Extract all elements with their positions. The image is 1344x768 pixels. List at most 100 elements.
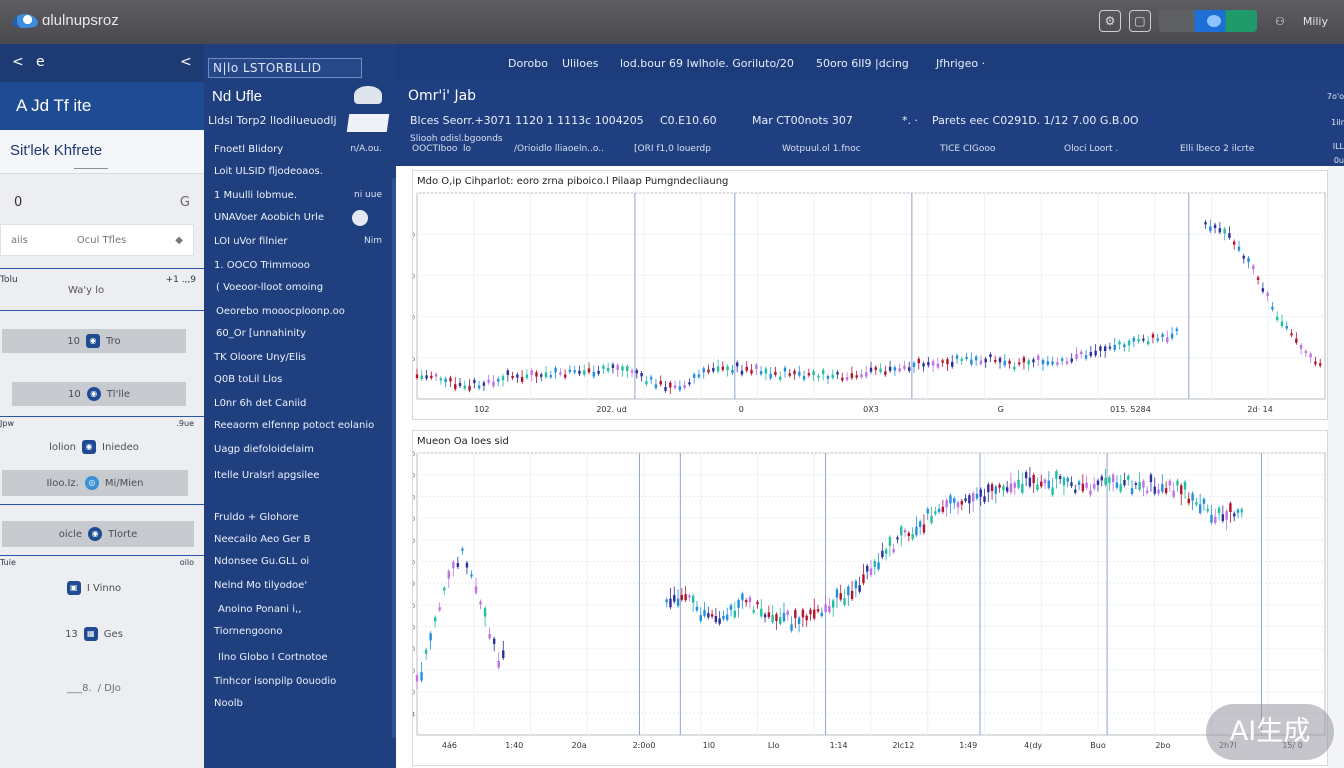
left-title: A Jd Tf ite	[0, 82, 204, 130]
tree-item[interactable]: Iloo.Iz. ◎ Mi/Mien	[2, 470, 188, 496]
candle-body	[752, 610, 755, 613]
toggle-icon[interactable]	[352, 210, 368, 226]
candle-body	[452, 561, 455, 569]
card-icon[interactable]	[346, 114, 390, 132]
candle-body	[573, 370, 576, 373]
tree-item[interactable]: oicle ◉ Tlorte	[2, 521, 194, 547]
menu-item[interactable]: Neecailo Aeo Ger B	[214, 534, 311, 545]
menu-item[interactable]: ( Voeoor-lloot omoing	[216, 282, 324, 293]
candle-body	[1134, 483, 1138, 486]
refresh-icon[interactable]: G	[179, 194, 190, 210]
menu-item[interactable]: UNAVoer Aoobich Urle	[214, 212, 325, 223]
menu-scrollbar[interactable]	[392, 178, 396, 738]
menu-item[interactable]: Q0B toLil Llos	[214, 374, 283, 385]
menu-item[interactable]: TK Oloore Uny/Elis	[214, 352, 306, 363]
tree-item[interactable]: 13 ▦ Ges	[2, 622, 186, 646]
candle-body	[839, 593, 842, 600]
tree-item[interactable]: ___8. / DJo	[2, 676, 186, 700]
tree-item[interactable]: 10 ◉ Tl'lle	[12, 382, 186, 406]
candle-body	[998, 358, 1002, 363]
bottom-chart-panel: Mueon Oa Ioes sid ·0a0 ·4000 9020 t0n0 2000 F…	[412, 430, 1328, 766]
candle-body	[1223, 228, 1226, 234]
y-tick-label: ·I0	[413, 315, 415, 322]
header-tab[interactable]: lod.bour 69 Iwlhole. Goriluto/20	[620, 57, 794, 70]
zero-control[interactable]: 0	[14, 194, 23, 210]
menu-item[interactable]: Loit ULSID fljodeoaos.	[214, 166, 323, 177]
menu-item[interactable]: Itelle Uralsrl apgsilee	[214, 470, 320, 481]
candle-body	[1065, 361, 1069, 364]
menu-item[interactable]: Fruldo + Glohore	[214, 512, 299, 523]
candle-body	[1032, 359, 1035, 363]
menu-item[interactable]: 1. OOCO Trimmooo	[214, 260, 310, 271]
candle-body	[862, 574, 865, 584]
menu-item[interactable]: Ndonsee Gu.GLL oi	[214, 556, 310, 567]
user-name[interactable]: Miliy	[1302, 14, 1328, 28]
candle-body	[1028, 477, 1032, 487]
candle-body	[960, 358, 963, 361]
candle-body	[1017, 362, 1021, 365]
menu-item[interactable]: Noolb	[214, 698, 243, 709]
menu-item[interactable]: Oeorebo mooocploonp.oo	[216, 306, 345, 317]
tree-item[interactable]: 10 ◉ Tro	[2, 329, 186, 353]
cloud-icon[interactable]	[354, 86, 382, 104]
menu-item[interactable]: LOI uVor filnier	[214, 236, 288, 247]
tree-item[interactable]: lolion ◉ Iniedeo	[2, 435, 186, 459]
logo-icon	[12, 13, 38, 28]
menu-item[interactable]: Tinhcor isonpilp 0ouodio	[214, 676, 337, 687]
candle-body	[563, 374, 567, 378]
menu-item[interactable]: Nelnd Mo tilyodoe'	[214, 580, 308, 591]
app-logo[interactable]: ɑlulnupsroz	[12, 12, 119, 29]
candle-body	[714, 616, 718, 622]
menu-item[interactable]: Tiornengoono	[214, 626, 283, 637]
candle-body	[444, 378, 447, 382]
candle-body	[873, 561, 876, 567]
menu-item[interactable]: L0nr 6h det Caniid	[214, 398, 307, 409]
candle-body	[703, 610, 706, 616]
search-icon[interactable]: ◆	[175, 234, 183, 246]
collapse-button[interactable]: <	[180, 54, 192, 70]
settings-icon[interactable]: ⚙	[1098, 10, 1121, 32]
tree-item[interactable]: ▣ I Vinno	[2, 576, 186, 600]
menu-item-side: n/A.ou.	[350, 144, 382, 154]
candle-body	[1099, 346, 1102, 351]
user-icon[interactable]: ⚇	[1274, 14, 1285, 28]
candle-body	[1051, 487, 1054, 495]
back-button[interactable]: <	[12, 54, 24, 70]
right-scroll-strip[interactable]	[1328, 166, 1344, 768]
y-tick-label: F000	[413, 559, 415, 566]
search-input[interactable]: aiis Ocul Tfles ◆	[0, 224, 194, 256]
menu-item[interactable]: 60_Or [unnahinity	[216, 328, 306, 339]
nav-label[interactable]: e	[36, 54, 45, 70]
bottom-candlestick-chart[interactable]: ·0a0 ·4000 9020 t0n0 2000 F000 4000 5000 6000 ·20…	[413, 431, 1329, 767]
header-tab[interactable]: Uliloes	[562, 57, 599, 70]
candle-body	[964, 498, 967, 502]
candle-body	[456, 563, 460, 568]
header-tab[interactable]: Dorobo	[508, 57, 548, 70]
x-tick-label: G	[998, 405, 1004, 414]
left-subtitle: Sit'lek Khfrete	[0, 130, 204, 174]
header-tab[interactable]: 50oro 6lI9 |dcing	[816, 57, 909, 70]
candle-body	[439, 378, 443, 381]
menu-item[interactable]: Anoino Ponani i,,	[218, 604, 302, 615]
top-candlestick-chart[interactable]: ·eo0 4(0 ·I0 ·Uo 102 202. ud 0 0X3 G 015. 5284 2d·…	[413, 171, 1329, 421]
menu-item[interactable]: Ilno Globo I Cortnotoe	[218, 652, 328, 663]
candle-body	[1276, 316, 1279, 320]
menu-item[interactable]: Reeaorm elfennp potoct eolanio	[214, 420, 375, 431]
tree-item-num: ___8.	[67, 682, 92, 694]
window-icon[interactable]: ▢	[1128, 10, 1151, 32]
menu-tag[interactable]: N|lo ԼSTORBLLID	[208, 58, 362, 78]
candle-body	[805, 615, 808, 621]
header-substat: Wotpuul.ol 1.fnoc	[782, 144, 861, 154]
candle-body	[1115, 482, 1119, 488]
menu-item[interactable]: Fnoetl Blidory	[214, 144, 284, 155]
candle-body	[692, 374, 696, 378]
menu-item[interactable]: 1 Muulli lobmue.	[214, 190, 298, 201]
candle-body	[487, 379, 490, 383]
candle-body	[1003, 360, 1007, 366]
header-stat: Parets eec C0291D. 1/12 7.00 G.B.0O	[932, 114, 1139, 127]
header-substat: [ORI f1,0 louerdp	[634, 144, 711, 154]
candle-body	[831, 374, 834, 378]
menu-item[interactable]: Uagp diefoloidelaim	[214, 444, 314, 455]
toggle-switch-icon[interactable]	[1158, 10, 1257, 32]
header-tab[interactable]: Jfhrigeo ·	[936, 57, 986, 70]
